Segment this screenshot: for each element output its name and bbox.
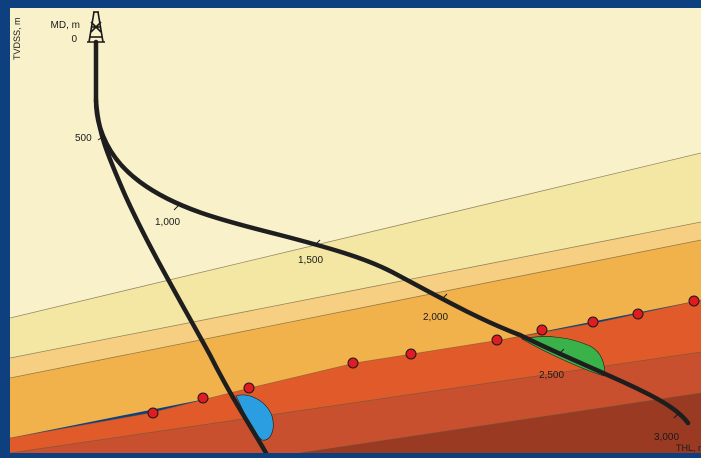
boundary-3 <box>9 239 701 379</box>
marker <box>347 357 359 369</box>
depth-label-1500: 1,500 <box>298 255 323 266</box>
tick-3000 <box>673 411 681 419</box>
well-path-main <box>93 39 691 426</box>
layer-top <box>10 8 701 318</box>
marker <box>147 407 159 419</box>
depth-label-500: 500 <box>75 133 92 144</box>
derrick-leg-right <box>97 11 104 43</box>
formation-markers <box>147 295 700 419</box>
depth-label-3000: 3,000 <box>654 432 679 443</box>
marker <box>587 316 599 328</box>
marker <box>197 392 209 404</box>
derrick-icon <box>87 11 105 43</box>
layer-3 <box>10 222 701 378</box>
depth-label-2500: 2,500 <box>539 370 564 381</box>
marker <box>491 334 503 346</box>
marker <box>405 348 417 360</box>
boundary-1 <box>9 152 701 319</box>
marker <box>688 295 700 307</box>
horizontal-axis-label: THL, m <box>676 443 701 453</box>
depth-label-1000: 1,000 <box>155 217 180 228</box>
marker <box>632 308 644 320</box>
layer-4 <box>10 240 701 438</box>
well-path-sidetrack <box>93 97 269 456</box>
vertical-axis-label: TVDSS, m <box>12 17 22 60</box>
md-axis-label: MD, m <box>51 20 80 31</box>
boundary-6 <box>299 392 701 454</box>
depth-label-2000: 2,000 <box>423 312 448 323</box>
boundary-2 <box>9 221 701 359</box>
geologic-layers <box>10 8 701 453</box>
md-start-label: 0 <box>71 34 77 45</box>
marker <box>536 324 548 336</box>
tick-500 <box>97 135 105 141</box>
tick-1000 <box>173 203 181 211</box>
tick-2500 <box>557 348 565 356</box>
tick-1500 <box>313 239 321 247</box>
marker <box>243 382 255 394</box>
tick-2000 <box>440 293 448 301</box>
depth-ticks <box>97 135 681 419</box>
derrick-leg-left <box>88 11 95 43</box>
well-paths <box>93 39 691 456</box>
